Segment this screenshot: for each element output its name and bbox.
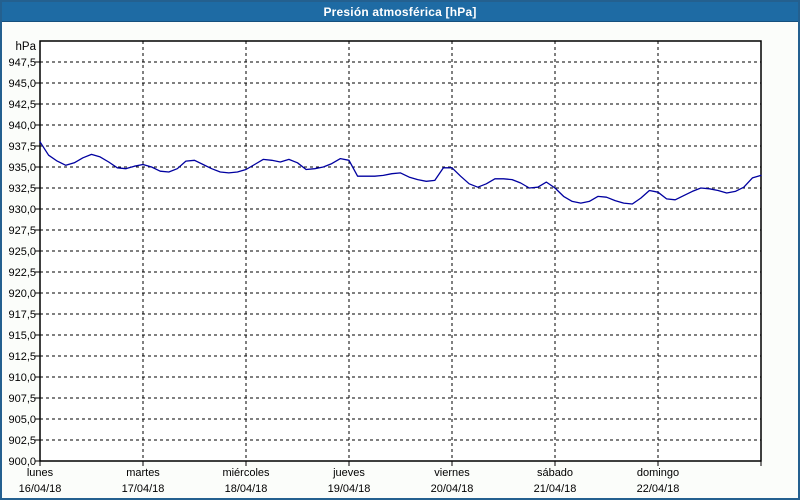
y-tick-label: 940,0 (8, 120, 36, 132)
x-day-label: domingo (637, 467, 679, 479)
x-date-label: 21/04/18 (534, 483, 577, 495)
window-title-bar: Presión atmosférica [hPa] (2, 2, 798, 22)
x-date-label: 20/04/18 (431, 483, 474, 495)
x-date-label: 22/04/18 (637, 483, 680, 495)
pressure-line (39, 141, 762, 205)
x-day-label: sábado (537, 467, 573, 479)
y-tick-label: 905,0 (8, 414, 36, 426)
y-tick-label: 937,5 (8, 141, 36, 153)
y-tick-label: 910,0 (8, 372, 36, 384)
y-tick-label: 900,0 (8, 456, 36, 468)
y-tick-label: 907,5 (8, 393, 36, 405)
x-day-label: jueves (332, 467, 365, 479)
x-day-label: viernes (434, 467, 470, 479)
y-tick-label: 932,5 (8, 183, 36, 195)
y-tick-label: 915,0 (8, 330, 36, 342)
y-tick-label: 947,5 (8, 57, 36, 69)
x-date-label: 17/04/18 (122, 483, 165, 495)
x-day-label: lunes (27, 467, 54, 479)
y-tick-label: 912,5 (8, 351, 36, 363)
y-tick-label: 927,5 (8, 225, 36, 237)
y-tick-label: 902,5 (8, 435, 36, 447)
x-day-label: miércoles (222, 467, 270, 479)
y-tick-label: 920,0 (8, 288, 36, 300)
window-title: Presión atmosférica [hPa] (323, 4, 477, 19)
x-day-label: martes (126, 467, 160, 479)
y-tick-label: 945,0 (8, 78, 36, 90)
y-tick-label: 942,5 (8, 99, 36, 111)
y-tick-label: 930,0 (8, 204, 36, 216)
y-tick-label: 925,0 (8, 246, 36, 258)
y-axis-unit-label: hPa (16, 41, 37, 53)
y-tick-label: 922,5 (8, 267, 36, 279)
x-date-label: 18/04/18 (225, 483, 268, 495)
x-date-label: 19/04/18 (328, 483, 371, 495)
y-tick-label: 935,0 (8, 162, 36, 174)
x-date-label: 16/04/18 (19, 483, 62, 495)
y-tick-label: 917,5 (8, 309, 36, 321)
